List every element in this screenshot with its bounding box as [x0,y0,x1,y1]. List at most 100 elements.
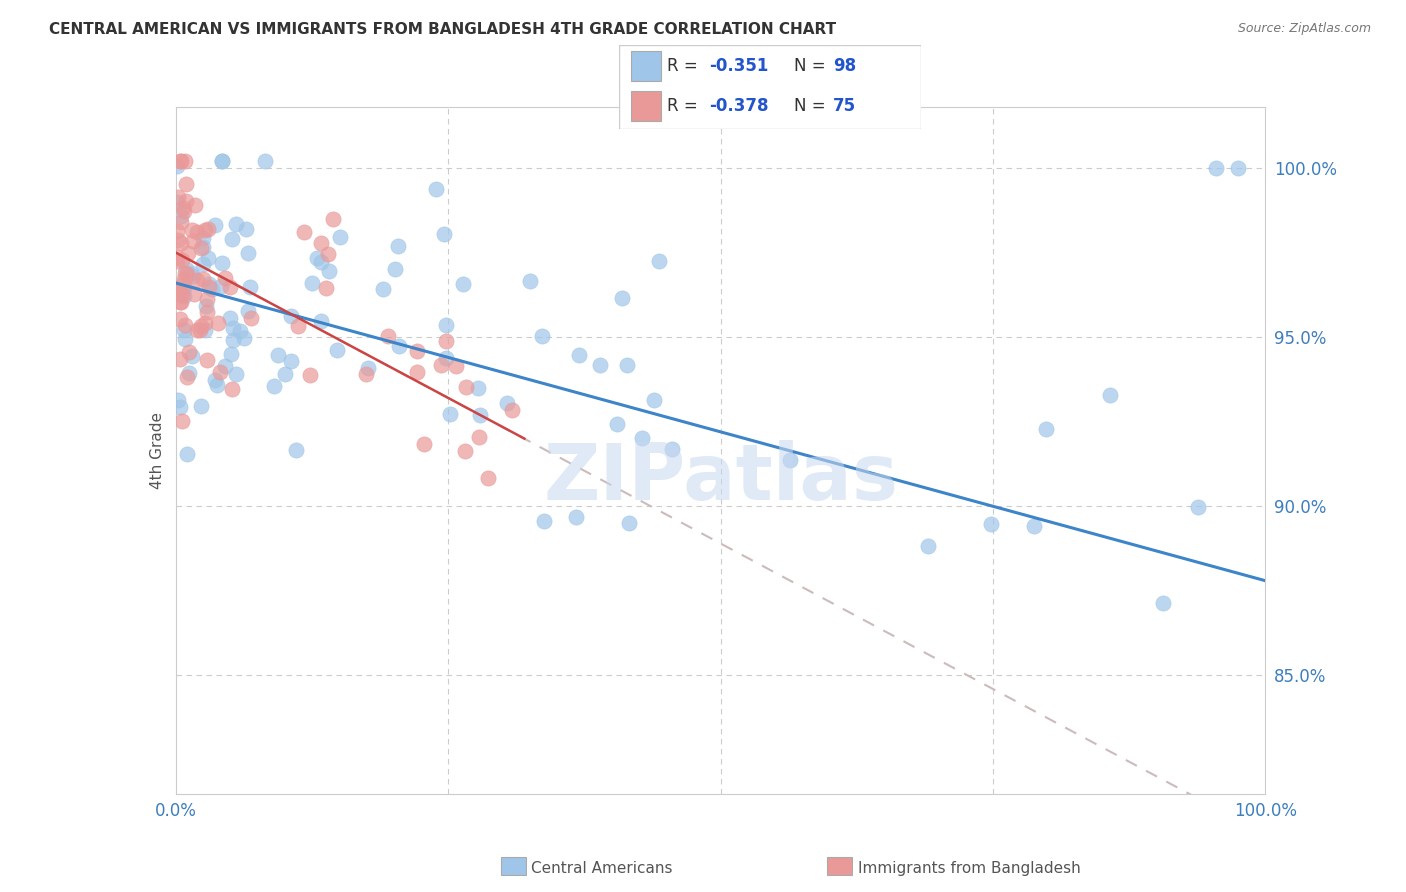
Point [173,288,195,302]
Point [166,286,188,301]
Text: -0.378: -0.378 [710,96,769,114]
Point [287,318,309,333]
Point [373,282,395,296]
Point [219,347,242,361]
Point [169,154,191,169]
Point [193,257,215,271]
Point [211,154,233,169]
Point [193,240,215,254]
Point [233,330,256,344]
Point [238,246,260,260]
Point [280,309,302,323]
Point [1024,519,1046,533]
Point [169,312,191,326]
Point [617,516,640,531]
Point [565,510,588,524]
Point [384,262,406,277]
Point [470,408,492,422]
Point [186,273,208,287]
Point [1152,596,1174,610]
Point [519,275,541,289]
Point [172,277,194,291]
Point [307,252,329,266]
Point [191,231,214,245]
Text: N =: N = [794,57,831,75]
Point [309,255,332,269]
Point [167,393,190,408]
Point [648,254,671,268]
Point [208,365,231,379]
Point [1035,422,1057,436]
Point [434,318,457,332]
Point [195,299,218,313]
Point [170,414,193,428]
Point [221,232,243,246]
Point [173,272,195,286]
Point [239,311,262,326]
Point [329,230,352,244]
Point [318,247,340,261]
Point [309,236,332,251]
Point [181,223,204,237]
Bar [631,91,661,120]
Point [326,343,349,357]
Point [354,368,377,382]
Point [221,321,243,335]
Point [181,349,204,363]
Point [228,325,250,339]
Point [169,400,191,414]
Point [195,353,218,368]
Point [179,345,201,359]
Point [186,225,208,239]
Text: CENTRAL AMERICAN VS IMMIGRANTS FROM BANGLADESH 4TH GRADE CORRELATION CHART: CENTRAL AMERICAN VS IMMIGRANTS FROM BANG… [49,22,837,37]
Point [169,210,191,224]
Point [214,271,236,285]
Point [190,241,212,255]
Point [190,318,212,333]
Point [387,239,409,253]
Point [195,293,218,307]
Point [318,264,340,278]
Point [180,266,202,280]
Point [322,211,344,226]
Point [166,254,188,268]
Point [205,378,228,392]
Point [170,253,193,268]
Point [236,304,259,318]
Point [495,395,517,409]
Point [467,381,489,395]
Point [169,295,191,310]
Point [568,348,591,362]
Point [643,392,665,407]
Point [184,198,207,212]
Point [169,351,191,366]
Point [1227,161,1250,175]
Point [357,361,380,376]
Point [191,272,214,286]
Point [166,159,188,173]
Point [1099,388,1122,402]
Point [917,539,939,553]
Point [451,277,474,291]
Point [201,282,224,296]
Point [444,359,467,373]
Point [173,204,195,219]
Point [172,201,194,215]
Point [388,339,411,353]
Point [589,358,612,372]
Point [425,181,447,195]
Point [167,283,190,297]
Point [406,365,429,379]
Point [530,328,553,343]
Point [214,359,236,373]
Y-axis label: 4th Grade: 4th Grade [149,412,165,489]
Text: 98: 98 [834,57,856,75]
Point [174,194,197,209]
Point [170,215,193,229]
Point [170,154,193,169]
Point [661,442,683,457]
Point [292,225,315,239]
Text: -0.351: -0.351 [710,57,769,75]
Point [468,430,491,444]
Point [606,417,628,431]
